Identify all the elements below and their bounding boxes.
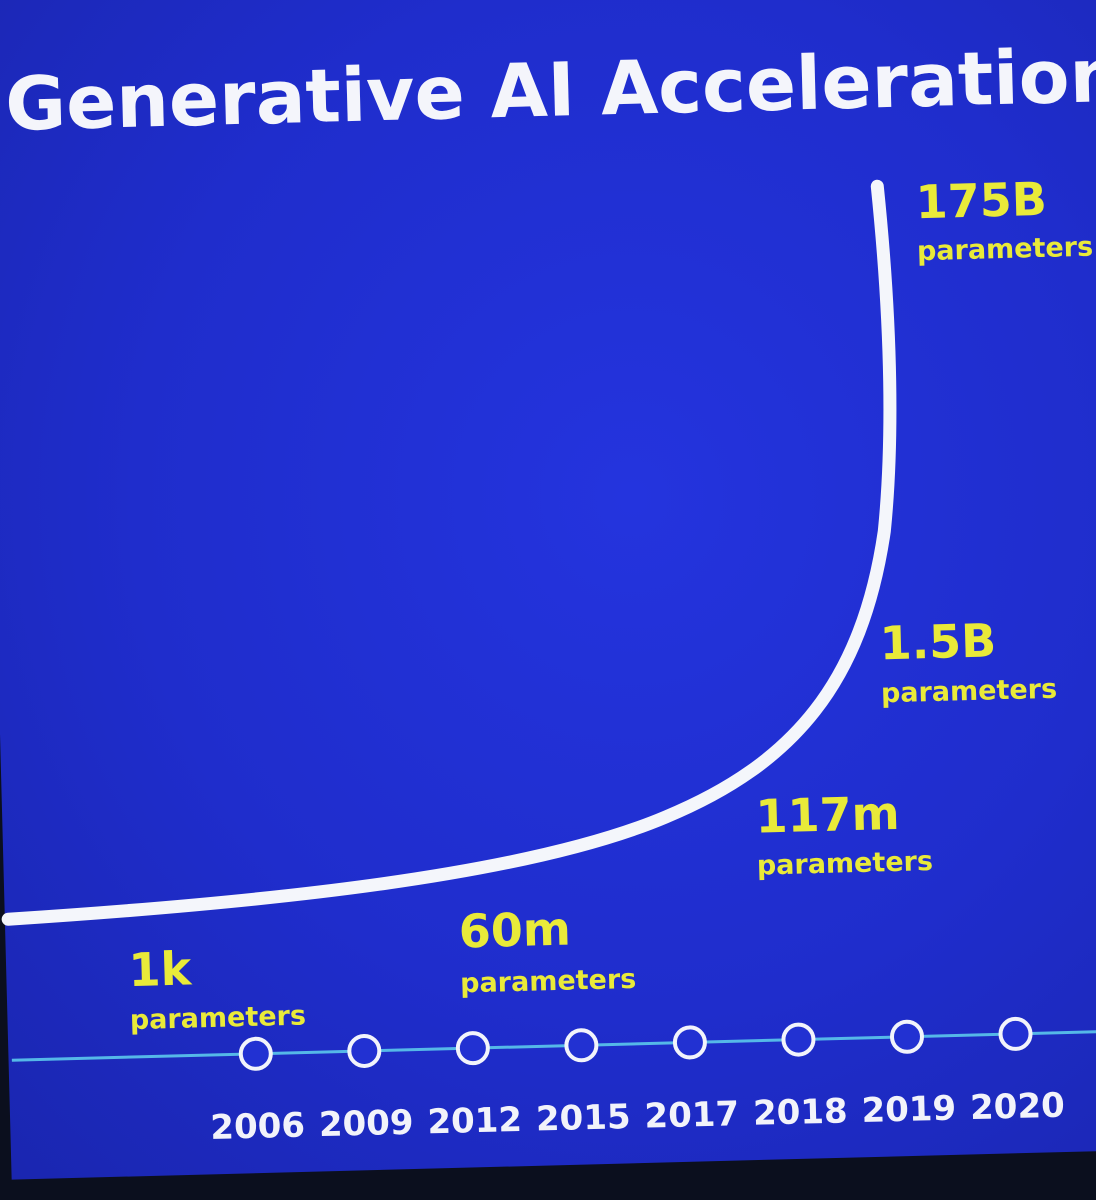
growth-curve bbox=[1, 179, 897, 926]
year-label-2006: 2006 bbox=[210, 1106, 306, 1148]
timeline-marker-2009 bbox=[347, 1033, 382, 1068]
annotation-value-2018: 117m bbox=[755, 786, 900, 844]
year-label-2019: 2019 bbox=[861, 1088, 957, 1130]
timeline-marker-2006 bbox=[238, 1036, 273, 1071]
year-label-2017: 2017 bbox=[644, 1094, 740, 1136]
annotation-unit-2018: parameters bbox=[756, 846, 933, 882]
year-label-2012: 2012 bbox=[427, 1100, 523, 1142]
year-label-2015: 2015 bbox=[535, 1097, 631, 1139]
annotation-value-2020: 175B bbox=[915, 172, 1047, 229]
annotation-value-2012: 60m bbox=[458, 902, 571, 959]
annotations: 1kparameters60mparameters117mparameters1… bbox=[128, 172, 1094, 1036]
annotation-unit-2006: parameters bbox=[129, 1000, 306, 1036]
year-label-2020: 2020 bbox=[970, 1086, 1066, 1128]
year-label-2018: 2018 bbox=[753, 1091, 849, 1133]
year-label-2009: 2009 bbox=[318, 1103, 414, 1145]
year-labels: 2006 2009 2012 2015 2017 2018 2019 2020 bbox=[210, 1086, 1065, 1148]
annotation-value-2019: 1.5B bbox=[879, 613, 997, 670]
annotation-unit-2019: parameters bbox=[881, 674, 1058, 710]
annotation-value-2006: 1k bbox=[128, 941, 193, 997]
timeline-marker-2020 bbox=[998, 1016, 1033, 1051]
annotation-unit-2012: parameters bbox=[460, 964, 637, 1000]
timeline-marker-2015 bbox=[564, 1028, 599, 1063]
timeline-marker-2017 bbox=[672, 1025, 707, 1060]
timeline-marker-2019 bbox=[889, 1019, 924, 1054]
timeline-axis bbox=[11, 1029, 1096, 1062]
chart-title: Generative AI Acceleration bbox=[4, 33, 1096, 148]
annotation-unit-2020: parameters bbox=[917, 232, 1094, 268]
timeline-marker-2012 bbox=[455, 1031, 490, 1066]
timeline-marker-2018 bbox=[781, 1022, 816, 1057]
timeline-markers bbox=[238, 1016, 1033, 1071]
